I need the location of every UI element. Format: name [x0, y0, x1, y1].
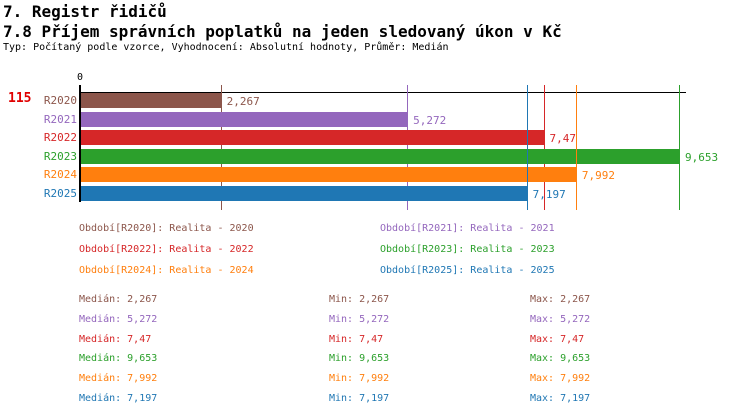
stat-max-R2020: Max: 2,267: [530, 294, 591, 305]
bar-value-R2022: 7,47: [549, 132, 577, 146]
legend-item-R2025: Období[R2025]: Realita - 2025: [380, 265, 555, 276]
stat-max-R2023: Max: 9,653: [530, 353, 591, 364]
bar-label-R2021: R2021: [43, 112, 77, 126]
median-line-R2024: [575, 85, 577, 210]
bar-label-R2022: R2022: [43, 131, 77, 145]
bar-R2022: [81, 130, 545, 146]
stat-median-R2020: Medián: 2,267: [79, 294, 158, 305]
bar-label-R2024: R2024: [43, 168, 77, 182]
stat-median-R2025: Medián: 7,197: [79, 393, 158, 404]
stat-max-R2024: Max: 7,992: [530, 373, 591, 384]
legend-item-R2022: Období[R2022]: Realita - 2022: [79, 244, 254, 255]
bar-value-R2023: 9,653: [684, 150, 719, 164]
bar-label-R2025: R2025: [43, 187, 77, 200]
stat-max-R2022: Max: 7,47: [530, 334, 585, 345]
bar-label-R2023: R2023: [43, 149, 77, 163]
stat-median-R2024: Medián: 7,992: [79, 373, 158, 384]
stat-min-R2022: Min: 7,47: [329, 334, 384, 345]
legend-item-R2021: Období[R2021]: Realita - 2021: [380, 223, 555, 234]
stat-min-R2024: Min: 7,992: [329, 373, 390, 384]
median-line-R2020: [220, 85, 222, 210]
bar-R2024: [81, 167, 577, 183]
bar-label-R2020: R2020: [43, 94, 77, 107]
legend-item-R2024: Období[R2024]: Realita - 2024: [79, 265, 254, 276]
bar-R2025: [81, 186, 528, 201]
median-line-R2021: [407, 85, 409, 210]
stat-median-R2022: Medián: 7,47: [79, 334, 152, 345]
chart-meta-line: Typ: Počítaný podle vzorce, Vyhodnocení:…: [3, 42, 449, 53]
stat-min-R2025: Min: 7,197: [329, 393, 390, 404]
legend-item-R2023: Období[R2023]: Realita - 2023: [380, 244, 555, 255]
bar-value-R2025: 7,197: [532, 188, 566, 201]
stat-max-R2025: Max: 7,197: [530, 393, 591, 404]
bar-R2020: [81, 93, 222, 108]
stat-median-R2021: Medián: 5,272: [79, 314, 158, 325]
y-axis-line: [79, 85, 81, 202]
row-id-badge: 115: [8, 91, 32, 106]
stat-min-R2023: Min: 9,653: [329, 353, 390, 364]
axis-tick-0: 0: [76, 72, 84, 83]
bar-value-R2024: 7,992: [581, 169, 616, 183]
page-title: 7. Registr řidičů: [3, 2, 167, 21]
stat-max-R2021: Max: 5,272: [530, 314, 591, 325]
stat-min-R2021: Min: 5,272: [329, 314, 390, 325]
bar-value-R2021: 5,272: [413, 113, 447, 127]
bar-value-R2020: 2,267: [226, 95, 260, 108]
median-line-R2025: [526, 85, 528, 210]
median-line-R2022: [543, 85, 545, 210]
bar-R2021: [81, 111, 409, 127]
median-line-R2023: [678, 85, 680, 210]
x-axis-line: [80, 92, 686, 93]
stat-median-R2023: Medián: 9,653: [79, 353, 158, 364]
bar-R2023: [81, 148, 680, 164]
stat-min-R2020: Min: 2,267: [329, 294, 390, 305]
legend-item-R2020: Období[R2020]: Realita - 2020: [79, 223, 254, 234]
chart-title: 7.8 Příjem správních poplatků na jeden s…: [3, 22, 562, 41]
